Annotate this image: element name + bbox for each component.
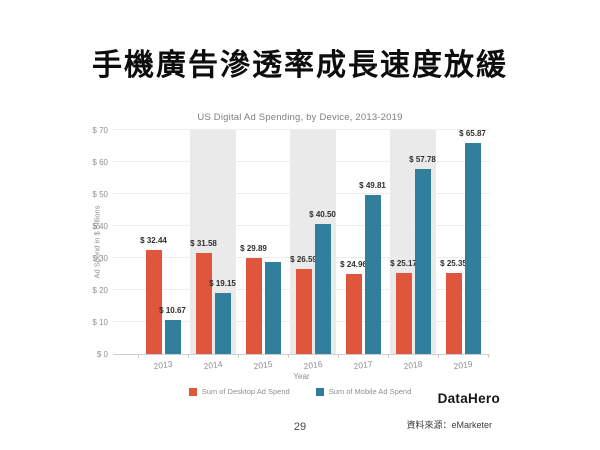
x-axis-tick [188, 354, 189, 358]
bar-value-label-2013-desktop: $ 32.44 [140, 236, 167, 246]
legend-label: Sum of Mobile Ad Spend [328, 387, 412, 396]
x-axis-label-2018: 2018 [402, 358, 424, 372]
y-axis-label: $ 0 [96, 350, 108, 359]
x-axis-tick [238, 354, 239, 358]
gridline [113, 129, 490, 130]
bar-value-label-2019-desktop: $ 25.35 [440, 258, 467, 268]
bar-2017-desktop [345, 274, 362, 354]
datahero-logo: DataHero [437, 391, 500, 406]
y-axis-label: $ 50 [92, 190, 108, 199]
bar-2014-mobile [214, 292, 231, 354]
bar-2013-desktop [145, 250, 162, 354]
y-axis-label: $ 40 [92, 222, 108, 231]
bar-2013-mobile [164, 319, 181, 354]
gridline [113, 257, 490, 258]
bar-2018-mobile [414, 169, 431, 354]
x-axis-label-2014: 2014 [202, 358, 224, 372]
x-axis-tick [488, 354, 489, 358]
y-axis-label: $ 30 [92, 254, 108, 263]
bar-value-label-2018-desktop: $ 25.17 [390, 259, 417, 269]
x-axis-labels: 2013 2014 2015 2016 2017 2018 2019 [113, 358, 490, 372]
bar-value-label-2016-mobile: $ 40.50 [309, 210, 336, 220]
bar-2016-desktop [295, 268, 312, 354]
bar-2017-mobile [364, 194, 381, 354]
x-axis-tick [138, 354, 139, 358]
legend-color-chip [315, 387, 324, 396]
slide-title: 手機廣告滲透率成長速度放緩 [92, 49, 508, 82]
bar-2015-mobile [264, 262, 281, 354]
bar-2018-desktop [395, 273, 412, 354]
legend-item-mobile: Sum of Mobile Ad Spend [315, 387, 412, 396]
x-axis-tick [338, 354, 339, 358]
bar-value-label-2017-desktop: $ 24.96 [340, 260, 367, 270]
page-number: 29 [293, 421, 307, 433]
bar-value-label-2019-mobile: $ 65.87 [459, 129, 486, 139]
bar-2019-desktop [445, 272, 462, 354]
legend-color-chip [188, 387, 197, 396]
plot-area: $ 32.44 $ 31.58 $ 29.89 $ 26.59 $ 24.96 $ 25.… [113, 129, 490, 358]
x-axis-label-2015: 2015 [252, 358, 274, 372]
bar-value-label-2016-desktop: $ 26.59 [290, 254, 317, 264]
x-axis-tick [388, 354, 389, 358]
x-axis-label-2017: 2017 [352, 358, 374, 372]
y-axis-label: $ 20 [92, 286, 108, 295]
x-axis-label-2016: 2016 [302, 358, 324, 372]
legend-label: Sum of Desktop Ad Spend [201, 387, 290, 396]
source-note: 資料來源：eMarketer [406, 420, 492, 430]
bar-2016-mobile [314, 224, 331, 354]
y-axis-labels: $ 0 $ 10 $ 20 $ 30 $ 40 $ 50 $ 60 $ 70 [70, 126, 108, 359]
bar-value-label-2014-mobile: $ 19.15 [209, 278, 236, 288]
x-axis-title: Year [293, 372, 310, 381]
y-axis-label: $ 60 [92, 158, 108, 167]
legend-item-desktop: Sum of Desktop Ad Spend [188, 387, 290, 396]
y-axis-label: $ 70 [92, 126, 108, 135]
bar-value-label-2018-mobile: $ 57.78 [409, 155, 436, 165]
bar-value-label-2015-desktop: $ 29.89 [240, 244, 267, 254]
gridline [113, 193, 490, 194]
bar-2015-desktop [245, 258, 262, 354]
x-axis-tick [288, 354, 289, 358]
gridline [113, 225, 490, 226]
bar-2019-mobile [464, 143, 481, 354]
bar-2014-desktop [195, 252, 212, 354]
bar-value-label-2013-mobile: $ 10.67 [159, 305, 186, 315]
chart-legend: Sum of Desktop Ad Spend Sum of Mobile Ad … [0, 387, 600, 396]
x-axis-label-2013: 2013 [152, 358, 174, 372]
chart-title: US Digital Ad Spending, by Device, 2013-… [197, 112, 403, 123]
gridline [113, 161, 490, 162]
y-axis-label: $ 10 [92, 318, 108, 327]
x-axis-tick [438, 354, 439, 358]
bar-value-label-2014-desktop: $ 31.58 [190, 238, 217, 248]
bar-value-label-2017-mobile: $ 49.81 [359, 180, 386, 190]
x-axis-label-2019: 2019 [452, 358, 474, 372]
